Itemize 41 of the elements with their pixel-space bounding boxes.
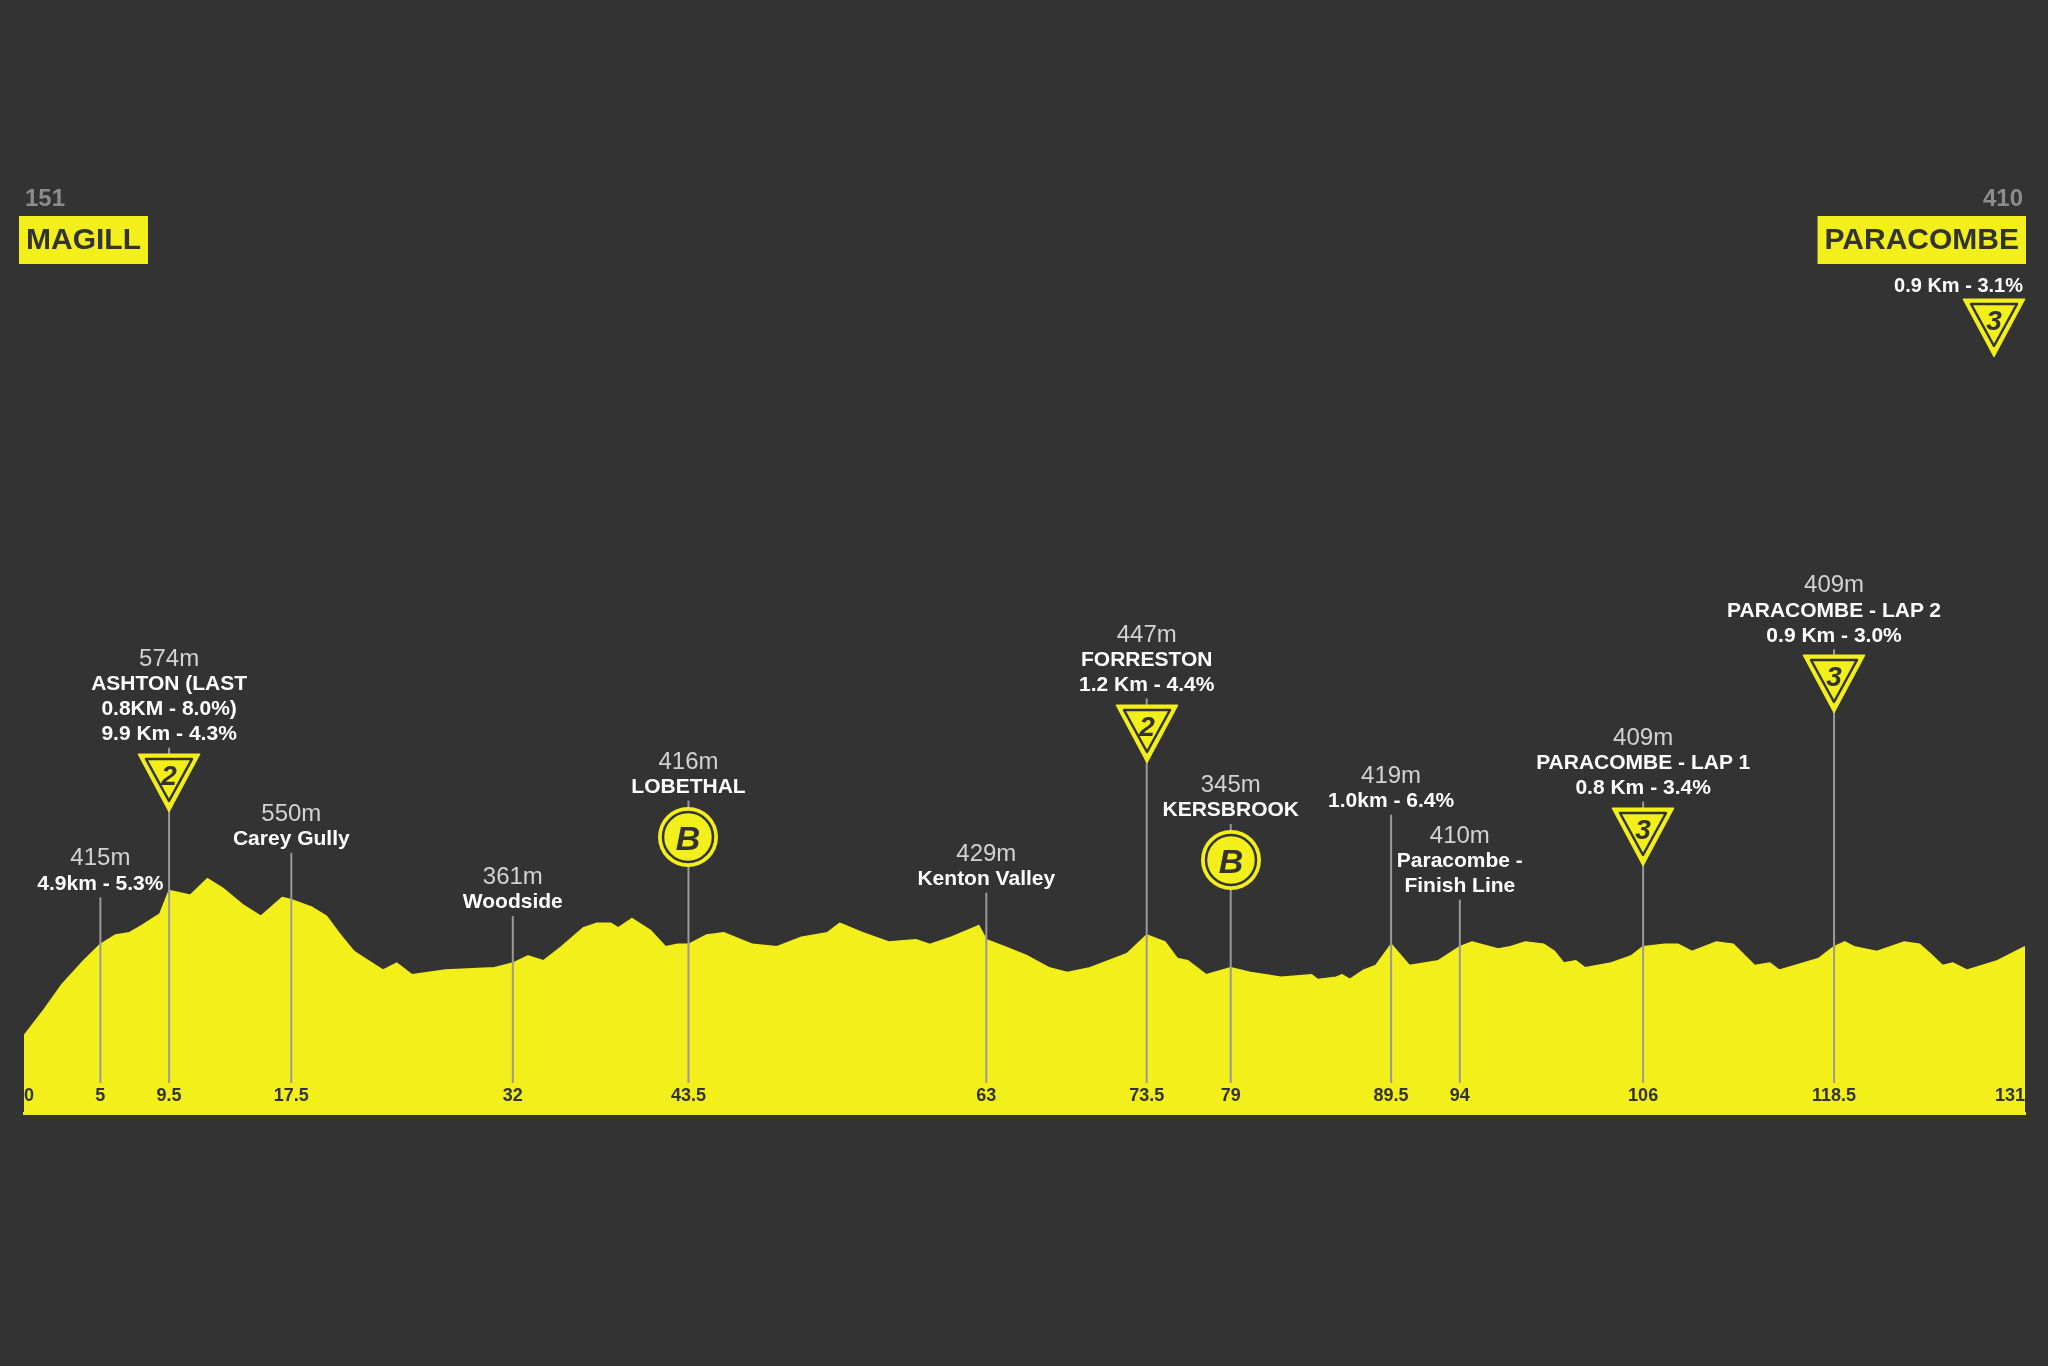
x-tick-label: 79 [1220, 1085, 1241, 1106]
ref-line-label: 429m Kenton Valley [917, 838, 1056, 889]
ref-line-label: 574m ASHTON (LAST 0.8KM - 8.0%) 9.9 Km - 4.3% [91, 643, 248, 744]
x-tick-label: 5 [95, 1085, 106, 1106]
x-tick-label: 9.5 [156, 1085, 182, 1106]
triangle-icon: 3 [1962, 298, 2026, 358]
circle-icon: B [656, 805, 721, 868]
ref-line-label: 419m 1.0km - 6.4% [1328, 760, 1455, 811]
triangle-icon: 2 [137, 752, 202, 813]
ref-line-label: 416m LOBETHAL [631, 746, 746, 797]
triangle-icon: 3 [1611, 806, 1676, 867]
triangle-icon: 3 [1802, 654, 1867, 715]
annotation: B [1218, 842, 1243, 880]
annotation: 2 [160, 759, 178, 791]
ref-line-label: 447m FORRESTON 1.2 Km - 4.4% [1079, 619, 1215, 695]
annotation: 3 [1826, 660, 1843, 692]
annotation: 3 [1635, 813, 1652, 845]
x-tick-label: 63 [976, 1085, 997, 1106]
annotation: B [676, 818, 701, 857]
triangle-icon: 2 [1114, 703, 1179, 764]
x-tick-label: 0 [24, 1085, 35, 1106]
x-tick-label: 94 [1449, 1085, 1470, 1106]
ref-line-label: 409m PARACOMBE - LAP 2 0.9 Km - 3.0% [1727, 570, 1942, 646]
ref-line-label: 410m Paracombe - Finish Line [1396, 820, 1523, 896]
ref-line-label: 415m 4.9km - 5.3% [37, 843, 164, 894]
x-tick-label: 106 [1628, 1085, 1659, 1106]
x-tick-label: 89.5 [1373, 1085, 1409, 1106]
ref-line-label: 550m Carey Gully [232, 798, 350, 850]
x-tick-label: 73.5 [1129, 1085, 1165, 1106]
ref-line-label: 409m PARACOMBE - LAP 1 0.8 Km - 3.4% [1536, 722, 1751, 798]
text: 151 MAGILL [25, 184, 141, 256]
x-tick-label: 131 [1994, 1085, 2025, 1106]
x-tick-label: 17.5 [273, 1085, 309, 1106]
x-tick-label: 43.5 [670, 1085, 706, 1106]
text: 410 PARACOMBE 0.9 Km - 3.1% [1824, 184, 2024, 296]
x-tick-label: 118.5 [1812, 1085, 1857, 1106]
ref-line-label: 345m KERSBROOK [1162, 770, 1299, 821]
x-tick-label: 32 [502, 1085, 523, 1106]
annotation: 2 [1137, 710, 1155, 741]
circle-icon: B [1198, 829, 1263, 891]
ref-line-label: 361m Woodside [462, 862, 563, 913]
